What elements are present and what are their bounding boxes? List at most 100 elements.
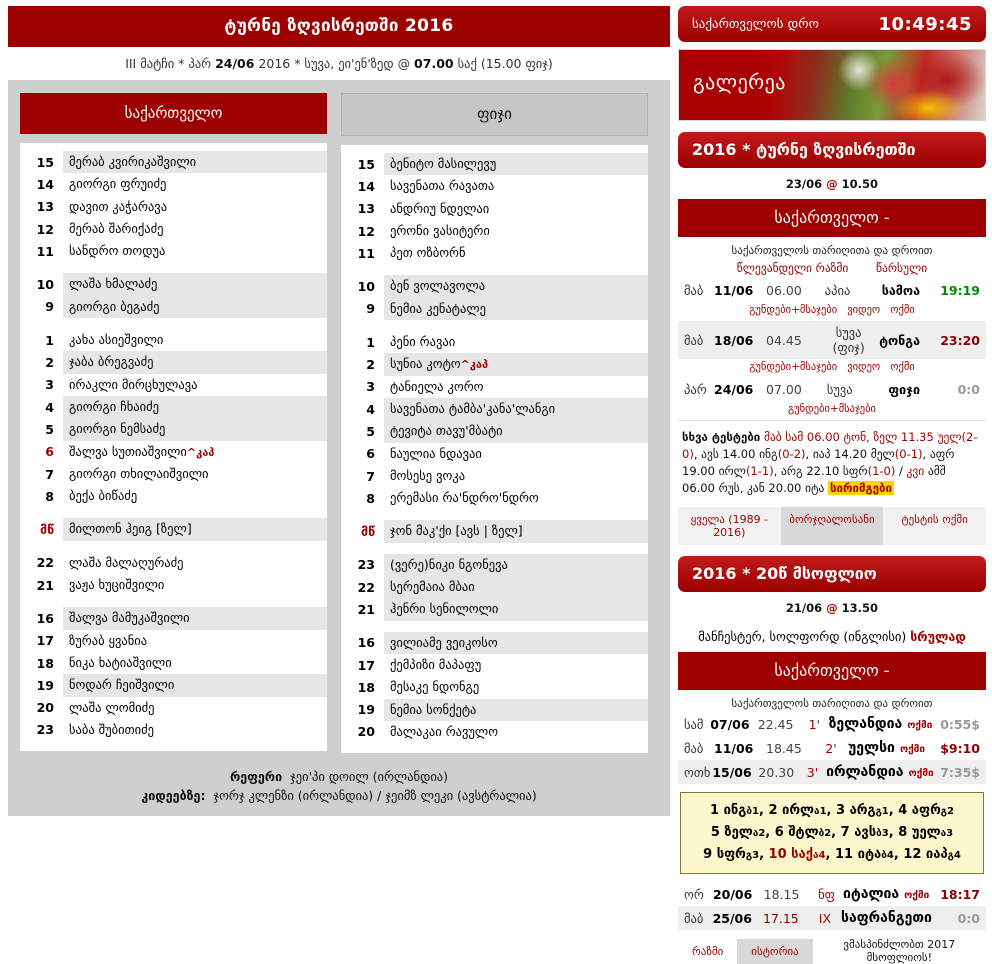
roster-row[interactable]: 23 საბა შუბითიძე	[20, 719, 327, 741]
u20-date: 11/06	[714, 740, 754, 756]
roster-row[interactable]: 13 დავით კაჭარავა	[20, 196, 327, 218]
roster-row[interactable]: 20 ლაშა ლომიძე	[20, 697, 327, 719]
u20-protocol-link[interactable]: ოქმი	[899, 744, 925, 755]
player-number: 14	[357, 178, 375, 194]
u20-protocol-link[interactable]: ოქმი	[908, 768, 934, 779]
player-name: სავენათა რავათა	[390, 178, 495, 194]
fixture-link[interactable]: გუნდები+მსაჯები	[749, 361, 838, 373]
roster-row[interactable]: 2 სუნია კოტო^კაპ	[341, 353, 648, 376]
fixture-date: 11/06	[714, 283, 754, 298]
standings-sep: ა1	[814, 806, 827, 817]
fixture-venue: სუვა	[826, 382, 853, 397]
u20-section-header[interactable]: 2016 * 20წ მსოფლიო	[678, 556, 986, 592]
roster-row[interactable]: 22 სერემაია მბაი	[341, 576, 648, 599]
roster-row[interactable]: 18 ნიკა ხატიაშვილი	[20, 652, 327, 674]
roster-row[interactable]: 7 მოსესე ვოკა	[341, 465, 648, 487]
fixture-link[interactable]: ოქმი	[890, 361, 915, 373]
fixture-link[interactable]: გუნდები+მსაჯები	[788, 403, 876, 415]
roster-row[interactable]: 14 გიორგი ფრუიძე	[20, 173, 327, 195]
roster-row[interactable]: 10 ბენ ვოლავოლა	[341, 275, 648, 298]
standings-line: 9 სფრგ3, 10 საქა4, 11 იტაბ4, 12 იაპგ4	[685, 844, 979, 866]
roster-row[interactable]: 4 გიორგი ჩხაიძე	[20, 395, 327, 419]
fixture-link[interactable]: ვიდეო	[847, 361, 881, 373]
player-name: გიორგი თხილაიშვილი	[69, 465, 209, 481]
roster-row[interactable]: 16 შალვა მამუკაშვილი	[20, 607, 327, 630]
player-name: ჯონ მაკ'ქი [ავს | ზელ]	[384, 520, 648, 543]
u20-fixture-row[interactable]: ოთხ 15/06 20.30 3' ირლანდია ოქმი 7:35$	[678, 760, 986, 784]
roster-row[interactable]: 7 გიორგი თხილაიშვილი	[20, 463, 327, 485]
home-team-name[interactable]: საქართველო	[20, 93, 327, 134]
roster-row[interactable]: 15 ბენიტო მასილევუ	[341, 153, 648, 176]
fixture-date: 18/06	[714, 321, 766, 359]
roster-row[interactable]: 21 ვაჟა ხუციშვილი	[20, 574, 327, 596]
roster-row[interactable]: 8 ბექა ბიწაძე	[20, 485, 327, 507]
fixture-row[interactable]: პარ 24/06 07.00 სუვა ფიჯი 0:0	[678, 378, 986, 401]
u20-fixture-row[interactable]: მაბ 25/06 17.15 IX საფრანგეთი 0:0	[678, 906, 986, 930]
roster-row[interactable]: 15 მერაბ კვირიკაშვილი	[20, 151, 327, 174]
fixture-link[interactable]: გუნდები+მსაჯები	[749, 304, 838, 316]
roster-row[interactable]: 17 ზურაბ ყვანია	[20, 630, 327, 652]
roster-row[interactable]: 2 ჯაბა ბრეგვაძე	[20, 351, 327, 374]
roster-row[interactable]: 14 სავენათა რავათა	[341, 175, 648, 197]
roster-row[interactable]: 6 ნაულია ნდავაი	[341, 443, 648, 465]
player-number: 15	[36, 154, 54, 170]
fixture-row[interactable]: მაბ 11/06 06.00 აპია სამოა 19:19	[678, 279, 986, 302]
tour-section-header[interactable]: 2016 * ტურნე ზღვისრეთში	[678, 132, 986, 168]
roster-row[interactable]: 17 ქემპიზი მაპაფუ	[341, 654, 648, 676]
roster-row[interactable]: 20 მალაკაი რავულო	[341, 721, 648, 743]
gallery-banner[interactable]: გალერეა	[678, 49, 986, 121]
roster-row[interactable]: 11 სანდრო თოდუა	[20, 240, 327, 262]
tour-tab[interactable]: ყველა (1989 - 2016)	[678, 507, 781, 545]
referee-label: რეფერი	[229, 769, 283, 785]
col-head-past[interactable]: წარსული	[876, 261, 928, 275]
roster-row[interactable]: 12 ერონი ვასიტერი	[341, 220, 648, 242]
roster-row[interactable]: 5 ტევიტა თავუ'მბატი	[341, 420, 648, 443]
roster-row[interactable]: 6 შალვა სუთიაშვილი^კაპ	[20, 441, 327, 463]
roster-row[interactable]: 12 მერაბ შარიქაძე	[20, 218, 327, 240]
footer-tab[interactable]: რაზმი	[692, 944, 724, 958]
roster-row[interactable]: 4 სავენათა ტამბა'კანა'ლანგი	[341, 397, 648, 421]
fixture-row[interactable]: მაბ 18/06 04.45 სუვა (ფიჯ) ტონგა 23:20	[678, 321, 986, 359]
roster-row[interactable]: 1 კახა ასიეშვილი	[20, 329, 327, 351]
roster-row[interactable]: 3 ირაკლი მირცხულავა	[20, 374, 327, 396]
player-number: 17	[357, 657, 375, 673]
tour-tab[interactable]: ბორჯღალოსანი	[780, 507, 884, 545]
u20-fixture-row[interactable]: სამ 07/06 22.45 1' ზელანდია ოქმი 0:55$	[678, 712, 986, 736]
roster-row[interactable]: 10 ლაშა ხმალაძე	[20, 273, 327, 296]
roster-row[interactable]: მწ ჯონ მაკ'ქი [ავს | ზელ]	[341, 520, 648, 543]
footer-tab[interactable]: ისტორია	[737, 938, 813, 964]
roster-row[interactable]: 18 მესაკე ნდონგე	[341, 676, 648, 698]
roster-row[interactable]: 23 (ვერე)ნიკი ნგონევა	[341, 553, 648, 577]
roster-row[interactable]: 9 ნემია კენატალე	[341, 297, 648, 321]
roster-row[interactable]: 21 ჰენრი სენილოლი	[341, 598, 648, 621]
roster-row[interactable]: მწ მილთონ ჰეიგ [ზელ]	[20, 518, 327, 541]
player-name: ზურაბ ყვანია	[69, 632, 148, 648]
roster-row[interactable]: 5 გიორგი ნემსაძე	[20, 418, 327, 441]
roster-row[interactable]: 9 გიორგი ბეგაძე	[20, 295, 327, 319]
u20-protocol-link[interactable]: ოქმი	[907, 720, 933, 731]
roster-row[interactable]: 11 პეთ ოზბორნ	[341, 242, 648, 264]
u20-protocol-link[interactable]: ოქმი	[904, 890, 930, 901]
roster-row[interactable]: 8 ერემასი რა'ნდრო'ნდრო	[341, 487, 648, 509]
away-team-name[interactable]: ფიჯი	[341, 93, 648, 136]
roster-row[interactable]: 19 ნემია სონქეტა	[341, 698, 648, 721]
standings-team: 3 არგ	[836, 803, 876, 818]
roster-row[interactable]: 1 პენი რავაი	[341, 331, 648, 353]
roster-row[interactable]: 22 ლაშა მალაღურაძე	[20, 552, 327, 574]
roster-row[interactable]: 16 ვილიამე ვეიკოსო	[341, 631, 648, 654]
roster-row[interactable]: 13 ანდრიუ ნდელაი	[341, 198, 648, 220]
u20-time: 20.30	[758, 760, 803, 784]
fixture-link[interactable]: ოქმი	[890, 304, 915, 316]
test-highlight-badge[interactable]: სირიმგები	[827, 481, 894, 495]
u20-fixture-row[interactable]: ორ 20/06 18.15 ნფ იტალია ოქმი 18:17	[678, 882, 986, 906]
tour-tab[interactable]: ტესტის ოქმი	[883, 507, 987, 545]
u20-score: 0:0	[931, 906, 986, 930]
player-name: მერაბ კვირიკაშვილი	[63, 151, 327, 174]
player-name: მერაბ შარიქაძე	[69, 220, 164, 236]
col-head-current[interactable]: წლევანდელი რაზმი	[736, 261, 849, 275]
fixture-link[interactable]: ვიდეო	[847, 304, 881, 316]
roster-row[interactable]: 19 ნოდარ ჩეიშვილი	[20, 674, 327, 697]
roster-row[interactable]: 3 ტანიელა კორო	[341, 376, 648, 398]
u20-fixture-row[interactable]: მაბ 11/06 18.45 2' უელსი ოქმი $9:10	[678, 736, 986, 760]
player-number: 7	[366, 468, 375, 484]
